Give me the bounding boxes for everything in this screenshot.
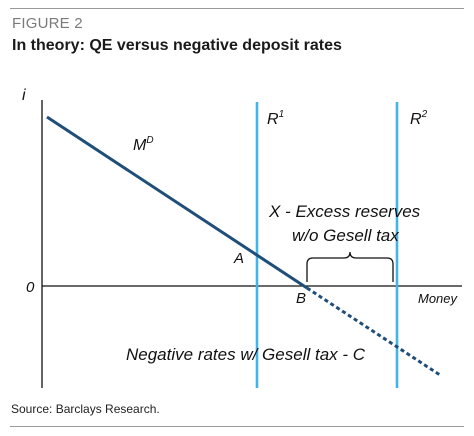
point-a-label: A xyxy=(233,250,244,267)
demand-curve-solid xyxy=(46,115,308,290)
figure-title: In theory: QE versus negative deposit ra… xyxy=(12,37,342,54)
demand-curve-dotted xyxy=(306,286,441,377)
excess-reserves-label-line2: w/o Gesell tax xyxy=(292,226,399,245)
demand-curve-label: MD xyxy=(133,135,154,154)
reserve-2-label-sup: 2 xyxy=(421,109,428,120)
figure-label: FIGURE 2 xyxy=(12,15,83,32)
bottom-rule xyxy=(10,426,464,427)
reserve-2-label-main: R xyxy=(410,111,422,128)
y-axis-label: i xyxy=(22,87,26,104)
demand-curve-label-main: M xyxy=(133,137,147,154)
reserve-2-label: R2 xyxy=(410,109,428,128)
top-rule xyxy=(10,8,464,9)
source-note: Source: Barclays Research. xyxy=(11,402,160,416)
reserve-1-label: R1 xyxy=(267,109,284,128)
demand-curve-label-sup: D xyxy=(146,135,153,146)
excess-reserves-label-line1: X - Excess reserves xyxy=(268,202,421,221)
excess-reserves-brace xyxy=(306,251,394,282)
origin-label: 0 xyxy=(26,279,35,296)
reserve-1-label-sup: 1 xyxy=(279,109,285,120)
x-axis-label: Money xyxy=(418,291,459,306)
reserve-1-label-main: R xyxy=(267,111,279,128)
point-b-label: B xyxy=(296,290,306,307)
negative-rates-label: Negative rates w/ Gesell tax - C xyxy=(126,345,366,364)
